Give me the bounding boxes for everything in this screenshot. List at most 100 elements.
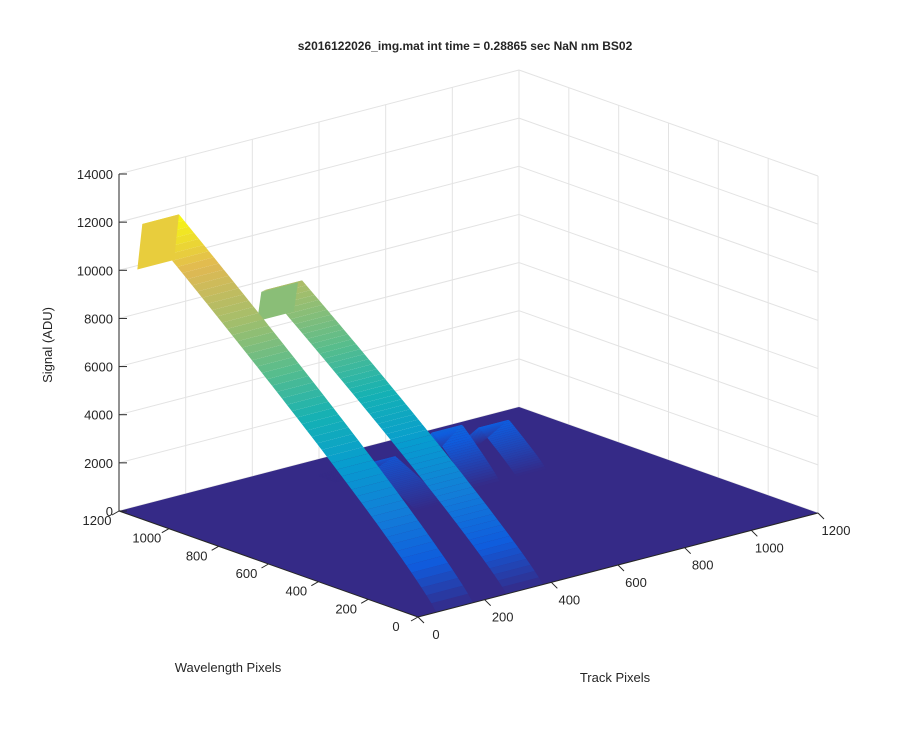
surface-strip (391, 479, 424, 490)
surface-strip (459, 463, 491, 474)
y-axis-label: Wavelength Pixels (175, 660, 282, 675)
surface-strip (212, 300, 254, 317)
surface-strip (476, 419, 509, 429)
surface-strip (456, 459, 488, 470)
surface-strip (427, 428, 459, 438)
surface-strip (197, 281, 239, 298)
x-tick-label: 600 (625, 575, 647, 590)
surface-strip (411, 563, 454, 580)
y-tick (261, 563, 269, 569)
surface-strip (465, 429, 497, 439)
surface-strip (457, 461, 490, 472)
surface-strip (428, 426, 461, 436)
surface-strip (508, 458, 541, 468)
surface-strip (452, 508, 494, 524)
surface-strip (495, 440, 528, 451)
surface-strip (421, 577, 464, 596)
surface-strip (182, 263, 224, 280)
grid-line (518, 69, 819, 177)
y-tick (111, 510, 120, 516)
surface-strip (444, 497, 485, 513)
y-tick (161, 528, 170, 534)
x-tick (550, 581, 558, 589)
surface-strip (346, 473, 389, 490)
surface-strip (373, 409, 415, 424)
z-tick-label: 8000 (84, 311, 113, 326)
surface-strip (485, 553, 527, 569)
surface-strip (398, 439, 440, 455)
surface-strip (454, 457, 487, 468)
x-tick-label: 800 (692, 558, 714, 573)
surface-strip (352, 384, 394, 399)
surface-strip (440, 436, 472, 446)
z-tick-label: 2000 (84, 456, 113, 471)
surface-strip (251, 350, 294, 367)
grid-line (518, 262, 819, 370)
grid-line (518, 358, 819, 466)
x-tick-label: 400 (558, 592, 580, 607)
surface-strip (411, 499, 444, 509)
surface-strip (296, 408, 339, 424)
x-tick (617, 564, 625, 572)
surface-strip (452, 452, 484, 463)
surface-strip (187, 269, 229, 286)
surface-strip (438, 434, 471, 444)
surface-strip (430, 424, 462, 435)
surface-strip (207, 294, 249, 311)
surface-strip (391, 534, 434, 552)
surface-strip (498, 570, 539, 587)
surface-strip (172, 251, 214, 267)
surface-strip (380, 469, 413, 479)
z-axis-label: Signal (ADU) (40, 307, 55, 383)
surface-strip (406, 450, 448, 466)
surface-strip (137, 214, 179, 270)
z-tick-label: 0 (106, 504, 113, 519)
axes: 0200400600800100012000200400600800100012… (77, 167, 851, 642)
surface-strip (326, 446, 369, 464)
surface-strip (448, 503, 490, 518)
surface-strip (425, 429, 458, 440)
surface-strip (306, 420, 349, 437)
surface-strip (413, 500, 446, 511)
surface-strip (498, 444, 531, 455)
surface-strip (503, 450, 535, 460)
grid-line (118, 117, 520, 223)
surface-strip (377, 414, 419, 430)
grid-line (118, 69, 520, 175)
surface-strip (237, 331, 279, 348)
surface-strip (385, 424, 427, 440)
surface-strip (468, 427, 500, 437)
surface-strip (410, 497, 442, 507)
y-tick (211, 545, 219, 551)
surface-strip (311, 427, 354, 444)
surface-strip (450, 450, 483, 461)
surface-strip (290, 309, 332, 325)
surface-strip (257, 282, 298, 322)
surface-strip (513, 464, 545, 475)
surface-strip (323, 349, 365, 364)
y-tick-label: 0 (392, 619, 399, 634)
surface-strip (396, 541, 439, 559)
surface-strip (378, 467, 411, 478)
surface-strip (315, 339, 357, 354)
surface-strip (463, 431, 496, 441)
surface-strip (443, 440, 475, 451)
surface-strip (471, 424, 503, 434)
surface-strip (301, 414, 344, 431)
surface-strip (382, 470, 414, 481)
surface-strip (390, 478, 422, 488)
surface-strip (497, 442, 529, 453)
surface-strip (294, 314, 336, 330)
surface-strip (477, 541, 519, 557)
surface-strip (316, 433, 359, 450)
surface-strip (396, 484, 429, 494)
surface-strip (465, 473, 497, 484)
surface-strip (464, 524, 506, 540)
surface-strip (381, 520, 424, 538)
surface-strip (414, 460, 456, 476)
surface-strip (286, 395, 329, 412)
surface-strip (511, 462, 544, 472)
surface-strip (377, 466, 409, 476)
